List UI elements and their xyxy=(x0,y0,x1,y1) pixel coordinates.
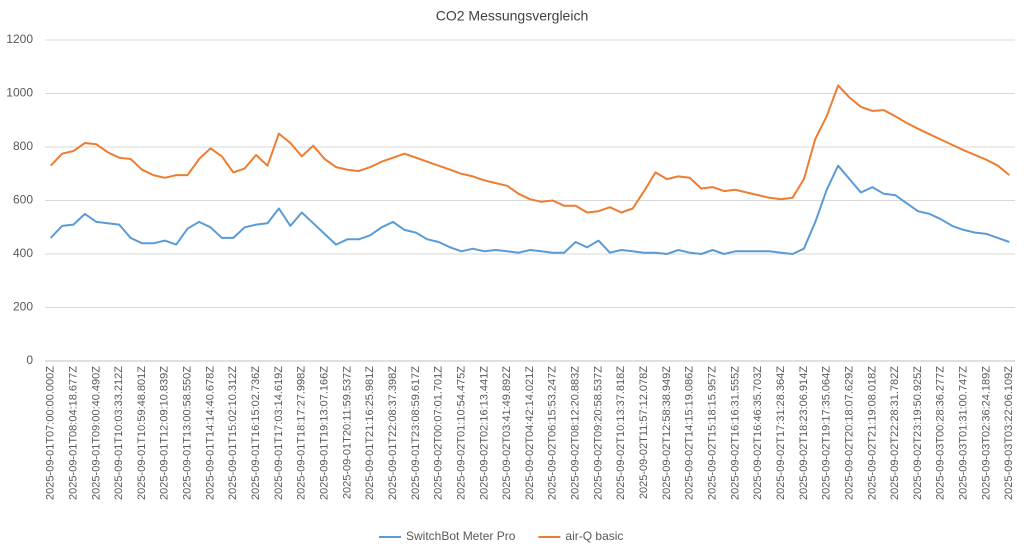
x-tick-label: 2025-09-02T21:19:08.018Z xyxy=(866,366,878,500)
x-tick-label: 2025-09-02T19:17:35.064Z xyxy=(821,366,833,500)
x-tick-label: 2025-09-01T22:08:37.398Z xyxy=(387,366,399,500)
x-tick-label: 2025-09-02T15:18:15.957Z xyxy=(706,366,718,500)
x-tick-label: 2025-09-02T23:19:50.925Z xyxy=(912,366,924,500)
x-tick-label: 2025-09-01T14:14:40.678Z xyxy=(204,366,216,500)
y-tick-label: 1200 xyxy=(6,32,33,46)
y-tick-label: 200 xyxy=(13,300,33,314)
x-tick-label: 2025-09-03T03:22:06.109Z xyxy=(1003,366,1015,500)
x-tick-label: 2025-09-02T12:58:38.949Z xyxy=(661,366,673,500)
series-line xyxy=(49,164,1010,255)
x-tick-label: 2025-09-02T11:57:12.078Z xyxy=(638,366,650,499)
x-tick-label: 2025-09-02T22:28:31.782Z xyxy=(889,366,901,500)
x-tick-label: 2025-09-01T13:00:58.550Z xyxy=(182,366,194,500)
x-tick-label: 2025-09-01T10:03:33.212Z xyxy=(113,366,125,500)
x-tick-label: 2025-09-02T02:16:13.441Z xyxy=(478,366,490,500)
x-tick-label: 2025-09-02T01:10:54.475Z xyxy=(455,366,467,500)
y-tick-label: 1000 xyxy=(6,86,33,100)
x-tick-label: 2025-09-03T00:28:36.277Z xyxy=(935,366,947,500)
x-tick-label: 2025-09-01T20:11:59.537Z xyxy=(341,366,353,499)
x-tick-label: 2025-09-01T21:16:25.981Z xyxy=(364,366,376,500)
x-tick-label: 2025-09-01T09:00:40.490Z xyxy=(90,366,102,500)
x-tick-label: 2025-09-02T08:12:20.883Z xyxy=(570,366,582,500)
x-tick-label: 2025-09-01T23:08:59.617Z xyxy=(410,366,422,500)
x-tick-label: 2025-09-01T19:13:07.166Z xyxy=(318,366,330,500)
x-tick-label: 2025-09-02T04:42:14.021Z xyxy=(524,366,536,500)
legend-label: air-Q basic xyxy=(565,529,623,543)
chart-title: CO2 Messungsvergleich xyxy=(436,8,589,24)
x-tick-label: 2025-09-01T15:02:10.312Z xyxy=(227,366,239,500)
series-line xyxy=(49,84,1010,214)
x-tick-label: 2025-09-01T18:17:27.998Z xyxy=(296,366,308,500)
x-tick-label: 2025-09-02T18:23:06.914Z xyxy=(798,366,810,500)
y-tick-label: 400 xyxy=(13,246,33,260)
x-tick-label: 2025-09-02T16:46:35.703Z xyxy=(752,366,764,500)
x-tick-label: 2025-09-02T03:41:49.892Z xyxy=(501,366,513,500)
x-tick-label: 2025-09-02T17:31:28.364Z xyxy=(775,366,787,500)
x-tick-label: 2025-09-01T10:59:48.801Z xyxy=(136,366,148,500)
x-tick-label: 2025-09-01T08:04:18.677Z xyxy=(67,366,79,500)
x-tick-label: 2025-09-02T14:15:19.086Z xyxy=(684,366,696,500)
x-tick-label: 2025-09-03T01:31:00.747Z xyxy=(958,366,970,500)
x-tick-label: 2025-09-03T02:36:24.189Z xyxy=(980,366,992,500)
x-tick-label: 2025-09-02T00:07:01.701Z xyxy=(433,366,445,500)
x-tick-label: 2025-09-02T10:13:37.818Z xyxy=(615,366,627,500)
x-tick-label: 2025-09-02T20:18:07.629Z xyxy=(843,366,855,500)
x-tick-label: 2025-09-01T17:03:14.619Z xyxy=(273,366,285,500)
x-tick-label: 2025-09-02T06:15:53.247Z xyxy=(547,366,559,500)
x-tick-label: 2025-09-02T09:20:58.537Z xyxy=(592,366,604,500)
y-tick-label: 600 xyxy=(13,193,33,207)
y-tick-label: 0 xyxy=(26,353,33,367)
x-tick-label: 2025-09-01T07:00:00.000Z xyxy=(45,366,57,500)
x-tick-label: 2025-09-01T12:09:10.839Z xyxy=(159,366,171,500)
x-tick-label: 2025-09-01T16:15:02.736Z xyxy=(250,366,262,500)
legend-label: SwitchBot Meter Pro xyxy=(406,529,516,543)
x-tick-label: 2025-09-02T16:16:31.555Z xyxy=(729,366,741,500)
y-tick-label: 800 xyxy=(13,139,33,153)
